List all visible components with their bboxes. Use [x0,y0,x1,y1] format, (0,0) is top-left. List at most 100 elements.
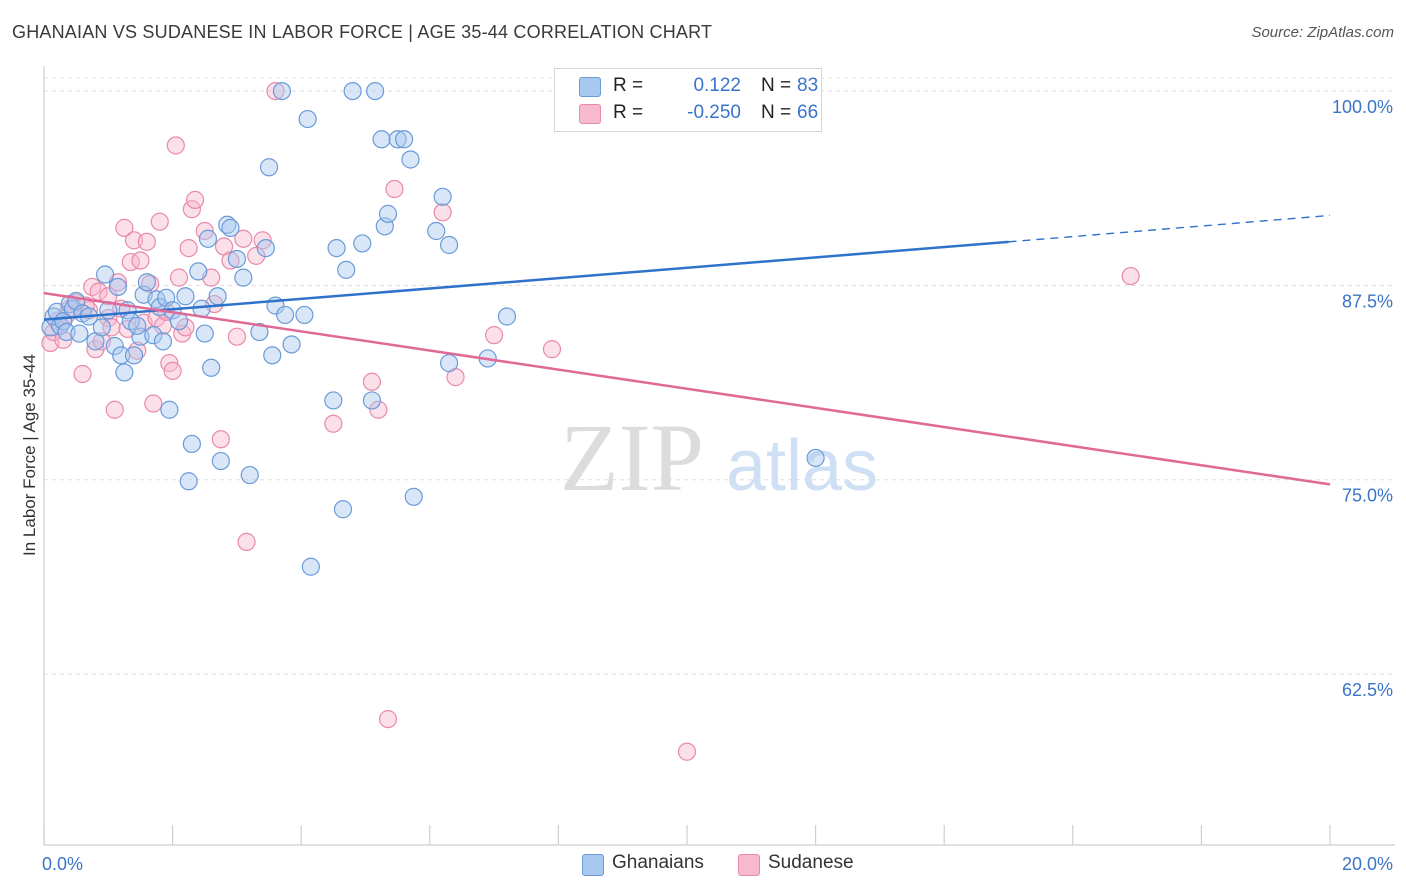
ghanaian-point [195,324,214,343]
ghanaian-point [176,287,195,306]
ghanaian-point [70,324,89,343]
legend-n-value-ghanaians: 83 [797,75,819,96]
series-label-sudanese: Sudanese [768,852,854,873]
ghanaian-point [95,265,115,284]
ghanaian-point [198,229,218,248]
ghanaian-point [427,221,446,241]
sudanese-point [369,400,388,419]
sudanese-point [433,203,452,222]
ghanaian-point [298,109,317,129]
sudanese-point [102,318,121,337]
ghanaian-point [182,434,201,454]
ghanaian-point [353,234,372,253]
ghanaian-point [327,238,346,258]
ghanaian-point [276,305,295,325]
y-tick-label: 87.5% [1342,291,1393,311]
ghanaian-point [160,400,179,419]
legend-swatch-sudanese [579,104,601,124]
legend-n-label: N = [761,102,792,123]
ghanaian-point [366,81,385,101]
ghanaian-point [189,262,208,281]
ghanaian-point [256,238,275,258]
ghanaian-point [301,557,320,576]
ghanaian-point [295,305,314,325]
ghanaian-point [128,316,147,335]
sudanese-point [186,190,205,210]
ghanaian-point [137,273,156,292]
chart-source: Source: ZipAtlas.com [1251,24,1394,41]
ghanaian-point [108,277,128,297]
legend-r-value-ghanaians: 0.122 [693,75,741,96]
ghanaian-point [433,187,452,206]
sudanese-point [150,212,169,231]
ghanaian-point [806,448,825,468]
sudanese-trend-line [43,291,1331,486]
sudanese-point [542,340,562,359]
sudanese-point [385,179,404,199]
ghanaian-point [179,472,198,491]
sudanese-point [99,287,118,306]
sudanese-point [485,326,504,345]
sudanese-point [137,232,156,251]
watermark-zip: ZIP [560,404,704,511]
series-swatch-ghanaians [582,854,604,876]
ghanaian-point [378,204,398,223]
sudanese-point [221,251,240,270]
ghanaian-point [250,322,269,342]
legend-r-value-sudanese: -0.250 [687,102,741,123]
ghanaian-point [372,130,391,149]
sudanese-point [237,532,256,551]
axes [43,66,1395,846]
ghanaian-point [263,346,282,365]
ghanaian-point [240,465,259,485]
ghanaian-point [153,332,173,351]
ghanaian-point [208,287,227,306]
ghanaian-point [221,218,240,237]
y-tick-label: 75.0% [1342,486,1393,506]
sudanese-point [115,218,134,237]
sudanese-point [677,742,697,761]
sudanese-point [378,709,398,729]
ghanaian-point [337,260,356,279]
legend-n-value-sudanese: 66 [797,102,819,123]
ghanaian-point [362,391,382,410]
sudanese-point [163,361,182,380]
series-label-ghanaians: Ghanaians [612,852,704,873]
sudanese-point [179,238,198,258]
ghanaian-point [112,346,131,365]
data-points [41,81,1140,761]
ghanaian-point [272,81,292,101]
sudanese-point [362,372,382,391]
tick-labels: 100.0% 87.5% 75.0% 62.5% 0.0% 20.0% [42,97,1393,874]
ghanaian-trend-extension [1008,214,1331,243]
legend-r-label: R = [613,75,644,96]
ghanaian-point [144,326,163,345]
ghanaian-point [439,235,459,255]
correlation-legend: R = 0.122 N = 83 R = -0.250 N = 66 [554,68,822,132]
ghanaian-point [333,500,353,519]
ghanaian-point [115,363,134,382]
ghanaian-point [105,336,124,356]
x-tick-label-min: 0.0% [42,854,83,874]
ghanaian-point [497,307,517,326]
trend-lines [43,214,1331,486]
ghanaian-point [259,158,279,177]
ghanaian-point [282,335,301,354]
ghanaian-point [218,215,237,234]
sudanese-point [166,136,185,155]
sudanese-point [131,251,150,270]
x-tick-label-max: 20.0% [1342,854,1393,874]
ghanaian-point [202,358,221,377]
ghanaian-point [401,150,420,169]
ghanaian-point [394,130,414,149]
sudanese-point [105,400,124,419]
ghanaian-point [404,487,423,506]
ghanaian-point [211,451,230,471]
ghanaian-trend-line [43,240,1009,321]
sudanese-point [324,414,343,433]
series-swatch-sudanese [738,854,760,876]
legend-n-label: N = [761,75,792,96]
sudanese-point [227,327,246,346]
ghanaian-point [227,249,246,269]
